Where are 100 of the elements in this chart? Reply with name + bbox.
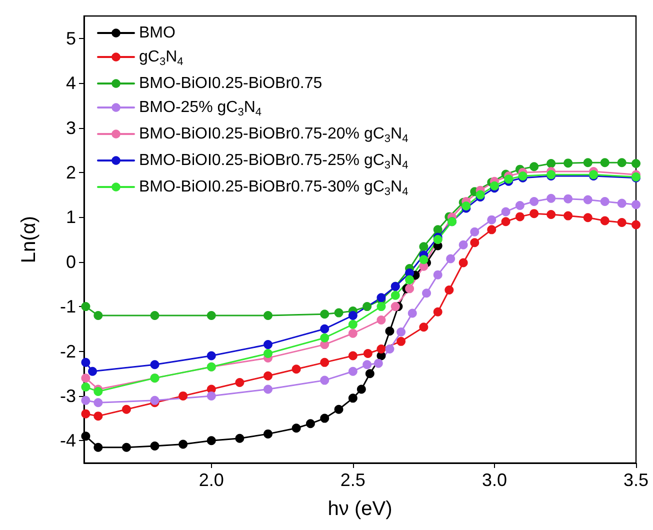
- point: [419, 242, 428, 252]
- point: [264, 340, 272, 350]
- point: [476, 190, 485, 200]
- point: [122, 442, 131, 452]
- point: [94, 412, 103, 421]
- point: [264, 371, 272, 380]
- point: [396, 328, 406, 337]
- point: [365, 369, 374, 378]
- point: [444, 286, 454, 295]
- point: [320, 376, 330, 385]
- point: [433, 270, 442, 280]
- y-tick-label: -1: [60, 296, 76, 317]
- point: [292, 364, 301, 374]
- point: [446, 254, 456, 264]
- point: [94, 398, 103, 408]
- point: [419, 255, 428, 264]
- point: [583, 158, 592, 168]
- point: [235, 378, 244, 388]
- point: [487, 225, 496, 234]
- y-tick-label: -3: [60, 386, 76, 406]
- point: [405, 275, 414, 284]
- point: [178, 440, 188, 449]
- point: [462, 201, 471, 210]
- legend-label: BMO: [139, 24, 176, 42]
- point: [376, 315, 386, 324]
- y-tick-label: 1: [66, 207, 76, 228]
- point: [546, 210, 556, 219]
- point: [306, 419, 315, 428]
- point: [501, 207, 510, 216]
- point: [264, 429, 272, 438]
- point: [376, 302, 386, 312]
- point: [348, 394, 358, 403]
- point: [470, 238, 480, 248]
- point: [617, 218, 626, 228]
- point: [362, 360, 372, 370]
- point: [81, 374, 90, 383]
- point: [390, 302, 400, 312]
- point: [264, 348, 272, 358]
- point: [515, 201, 524, 210]
- point: [320, 310, 330, 319]
- point: [530, 162, 539, 172]
- point: [458, 240, 468, 250]
- point: [356, 384, 366, 394]
- point: [206, 391, 216, 400]
- point: [600, 158, 610, 168]
- point: [396, 336, 406, 346]
- point: [122, 404, 131, 414]
- y-tick-label: -4: [60, 430, 76, 451]
- y-tick-label: 3: [66, 118, 76, 138]
- point: [320, 324, 330, 334]
- point: [530, 209, 539, 218]
- point: [501, 217, 510, 226]
- point: [490, 181, 499, 190]
- point: [515, 212, 524, 222]
- y-axis-title: Ln(α): [18, 216, 40, 264]
- point: [206, 351, 216, 360]
- point: [433, 307, 442, 316]
- point: [362, 302, 372, 312]
- x-axis-title: hν (eV): [328, 498, 392, 520]
- point: [433, 225, 442, 234]
- y-tick-label: -2: [60, 341, 76, 362]
- point: [564, 194, 573, 204]
- point: [348, 366, 358, 376]
- y-tick-label: 4: [66, 73, 76, 94]
- point: [334, 308, 344, 318]
- point: [564, 158, 573, 168]
- point: [385, 344, 394, 354]
- point: [264, 384, 272, 394]
- x-tick-label: 3.5: [623, 470, 649, 490]
- point: [178, 391, 188, 400]
- point: [583, 195, 592, 204]
- x-tick-label: 2.5: [340, 470, 366, 490]
- point: [150, 442, 160, 451]
- point: [320, 414, 330, 423]
- point: [206, 310, 216, 320]
- point: [150, 310, 160, 320]
- point: [348, 351, 358, 360]
- point: [632, 200, 640, 210]
- point: [206, 436, 216, 446]
- point: [419, 322, 428, 332]
- point: [81, 302, 90, 312]
- point: [81, 358, 90, 367]
- point: [320, 358, 330, 367]
- point: [94, 310, 103, 320]
- x-tick-label: 3.0: [482, 470, 507, 490]
- point: [583, 213, 592, 222]
- y-tick-label: 5: [66, 28, 76, 48]
- point: [470, 227, 480, 236]
- point: [546, 159, 556, 168]
- point: [334, 404, 344, 414]
- point: [564, 211, 573, 220]
- point: [390, 290, 400, 300]
- point: [632, 159, 640, 168]
- point: [546, 194, 556, 203]
- point: [348, 328, 358, 338]
- point: [530, 197, 539, 206]
- x-tick-label: 2.0: [198, 470, 224, 490]
- point: [348, 310, 358, 320]
- point: [81, 396, 90, 405]
- point: [617, 198, 626, 208]
